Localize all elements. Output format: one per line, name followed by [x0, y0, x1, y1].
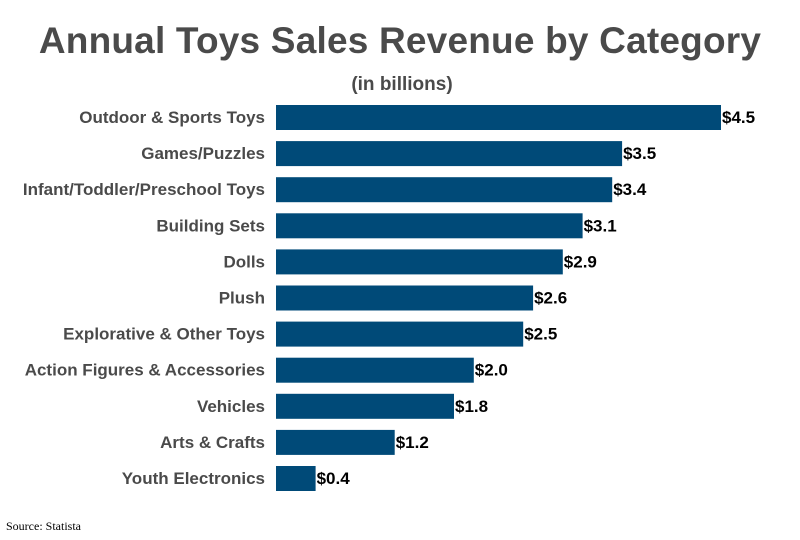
value-label: $2.9 [564, 252, 597, 271]
bar [276, 213, 583, 239]
bar [276, 429, 395, 455]
category-label: Explorative & Other Toys [63, 325, 265, 344]
value-label: $2.5 [524, 325, 557, 344]
value-label: $0.4 [317, 469, 351, 488]
value-label: $3.5 [623, 144, 656, 163]
value-label: $2.0 [475, 361, 508, 380]
value-label: $3.4 [613, 180, 647, 199]
bar [276, 105, 721, 130]
bar [276, 466, 316, 491]
chart-title: Annual Toys Sales Revenue by Category [38, 20, 762, 61]
value-label: $3.1 [584, 216, 617, 235]
value-label: $1.8 [455, 397, 488, 416]
bar [276, 357, 474, 383]
category-label: Action Figures & Accessories [25, 361, 265, 380]
category-label: Dolls [223, 252, 265, 271]
bar [276, 177, 613, 203]
value-label: $2.6 [534, 289, 567, 308]
category-label: Games/Puzzles [141, 144, 265, 163]
source-note: Source: Statista [6, 519, 81, 533]
bar [276, 249, 563, 275]
bar [276, 141, 623, 167]
category-label: Arts & Crafts [160, 433, 265, 452]
category-label: Vehicles [197, 397, 265, 416]
bar [276, 321, 524, 347]
category-label: Outdoor & Sports Toys [79, 108, 265, 127]
chart-subtitle: (in billions) [351, 74, 453, 95]
value-label: $4.5 [722, 108, 755, 127]
bar [276, 285, 534, 311]
category-label: Youth Electronics [122, 469, 265, 488]
category-label: Plush [219, 289, 265, 308]
category-label: Infant/Toddler/Preschool Toys [23, 180, 265, 199]
value-label: $1.2 [396, 433, 429, 452]
category-label: Building Sets [156, 216, 265, 235]
bar [276, 393, 454, 419]
